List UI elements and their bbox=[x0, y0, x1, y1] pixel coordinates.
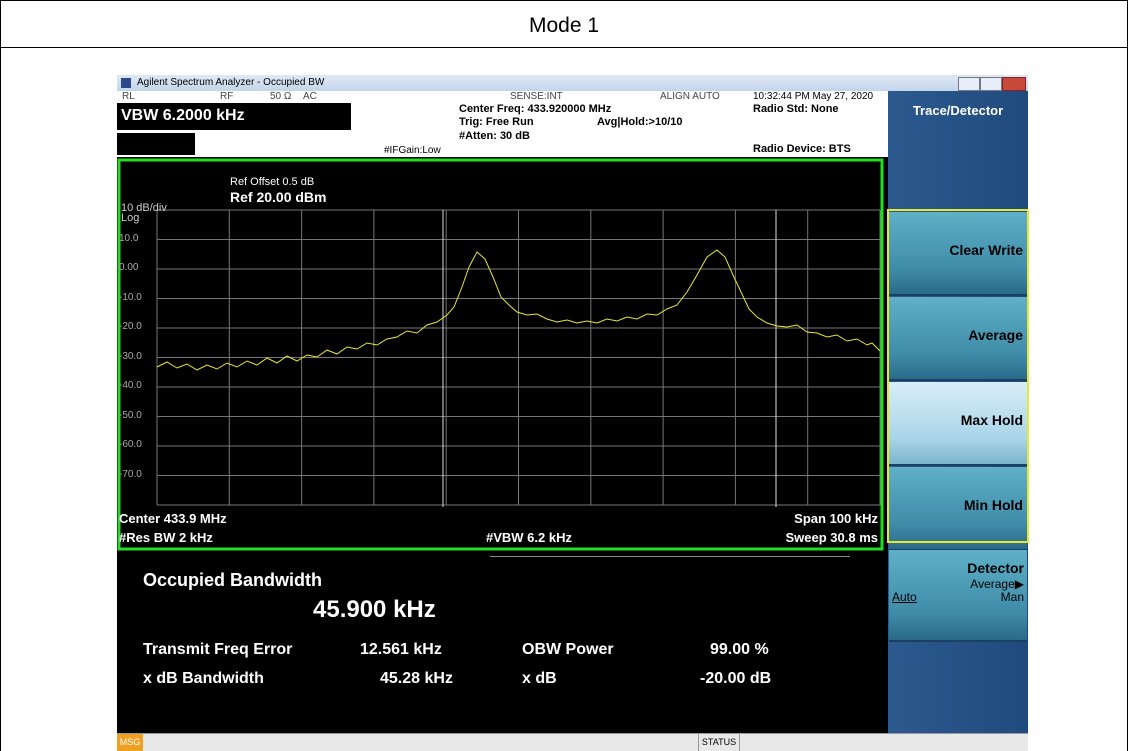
softkey[interactable]: Average bbox=[889, 297, 1027, 381]
trace bbox=[156, 249, 881, 371]
detector-key[interactable] bbox=[889, 550, 1027, 642]
log: Log bbox=[121, 212, 140, 224]
y-label: -20.0 bbox=[119, 321, 142, 332]
y-label: -10.0 bbox=[119, 291, 142, 303]
result-cell: 12.561 kHz bbox=[360, 641, 442, 658]
radio-device: Radio Device: BTS bbox=[753, 143, 851, 155]
ref-offset: Ref Offset 0.5 dB bbox=[230, 176, 315, 188]
minimize[interactable] bbox=[958, 77, 980, 91]
softkey-label: Max Hold bbox=[960, 412, 1023, 428]
result-cell: x dB bbox=[522, 670, 557, 687]
graph-bg bbox=[117, 157, 888, 552]
menu-title: Trace/Detector bbox=[912, 103, 1004, 118]
y-label: 0.00 bbox=[119, 262, 139, 273]
if-gain: #IFGain:Low bbox=[384, 145, 441, 156]
active-box bbox=[117, 103, 351, 130]
active-function: VBW 6.2000 kHz bbox=[121, 107, 245, 124]
result-cell: 99.00 % bbox=[710, 641, 769, 658]
results-rule bbox=[490, 556, 850, 557]
center-freq: Center Freq: 433.920000 MHz bbox=[459, 103, 612, 115]
y-label: -60.0 bbox=[119, 439, 142, 450]
res-bw: #Res BW 2 kHz bbox=[119, 530, 213, 545]
black-box bbox=[117, 133, 195, 155]
rl: RL bbox=[122, 91, 135, 102]
sense: SENSE:INT bbox=[510, 91, 563, 102]
center: Center 433.9 MHz bbox=[119, 511, 227, 526]
avg-hold: Avg|Hold:>10/10 bbox=[597, 116, 683, 128]
header-row bbox=[117, 91, 347, 101]
msg: MSG bbox=[117, 734, 143, 751]
sweep: Sweep 30.8 ms bbox=[785, 530, 879, 545]
align: ALIGN AUTO bbox=[660, 91, 720, 102]
softkey[interactable]: Clear Write bbox=[889, 212, 1027, 296]
y-label: -70.0 bbox=[119, 468, 142, 480]
softkey[interactable]: Min Hold bbox=[889, 467, 1027, 551]
window-title: Agilent Spectrum Analyzer - Occupied BW bbox=[137, 77, 325, 88]
vbw: #VBW 6.2 kHz bbox=[486, 530, 572, 545]
result-cell: Transmit Freq Error bbox=[143, 641, 293, 658]
result-cell: -20.00 dB bbox=[700, 670, 772, 687]
result-cell: 45.28 kHz bbox=[380, 670, 453, 687]
impedance: 50 Ω bbox=[270, 91, 292, 102]
doc-title: Mode 1 bbox=[528, 14, 600, 37]
trig: Trig: Free Run bbox=[459, 116, 534, 128]
detector-auto[interactable]: Auto bbox=[892, 590, 917, 604]
radio-std: Radio Std: None bbox=[753, 103, 839, 115]
result-cell: x dB Bandwidth bbox=[143, 670, 264, 687]
span: Span 100 kHz bbox=[794, 511, 878, 526]
results bbox=[117, 552, 888, 733]
divider bbox=[0, 47, 1128, 48]
graph-border bbox=[117, 158, 884, 551]
grid bbox=[156, 209, 881, 506]
app-icon bbox=[121, 78, 131, 88]
title-bar bbox=[117, 75, 1028, 91]
result-cell: OBW Power bbox=[522, 641, 614, 658]
y-label: -40.0 bbox=[119, 380, 142, 391]
softkey-label: Min Hold bbox=[963, 497, 1023, 513]
scale: 10 dB/div bbox=[121, 202, 167, 214]
datetime: 10:32:44 PM May 27, 2020 bbox=[753, 91, 874, 102]
ref-level: Ref 20.00 dBm bbox=[230, 189, 327, 205]
atten: #Atten: 30 dB bbox=[459, 130, 530, 142]
coupling: AC bbox=[303, 91, 317, 102]
status-bar bbox=[117, 733, 1028, 751]
rf: RF bbox=[220, 91, 234, 102]
results-heading: Occupied Bandwidth bbox=[143, 570, 323, 590]
status: STATUS bbox=[698, 734, 740, 751]
y-label: -50.0 bbox=[119, 409, 142, 421]
key-group bbox=[887, 209, 1029, 543]
softkey-label: Clear Write bbox=[949, 242, 1023, 258]
softkey[interactable]: Max Hold bbox=[889, 382, 1027, 466]
detector-value: Average▶ bbox=[970, 577, 1024, 591]
y-label: 10.0 bbox=[119, 232, 139, 244]
close[interactable] bbox=[1002, 77, 1026, 91]
maximize[interactable] bbox=[980, 77, 1002, 91]
detector-label: Detector bbox=[967, 560, 1024, 576]
softkey-label: Average bbox=[968, 327, 1023, 343]
graph bbox=[117, 157, 888, 552]
y-label: -30.0 bbox=[119, 350, 142, 362]
detector-man[interactable]: Man bbox=[1000, 590, 1024, 604]
obw-value: 45.900 kHz bbox=[313, 596, 436, 623]
